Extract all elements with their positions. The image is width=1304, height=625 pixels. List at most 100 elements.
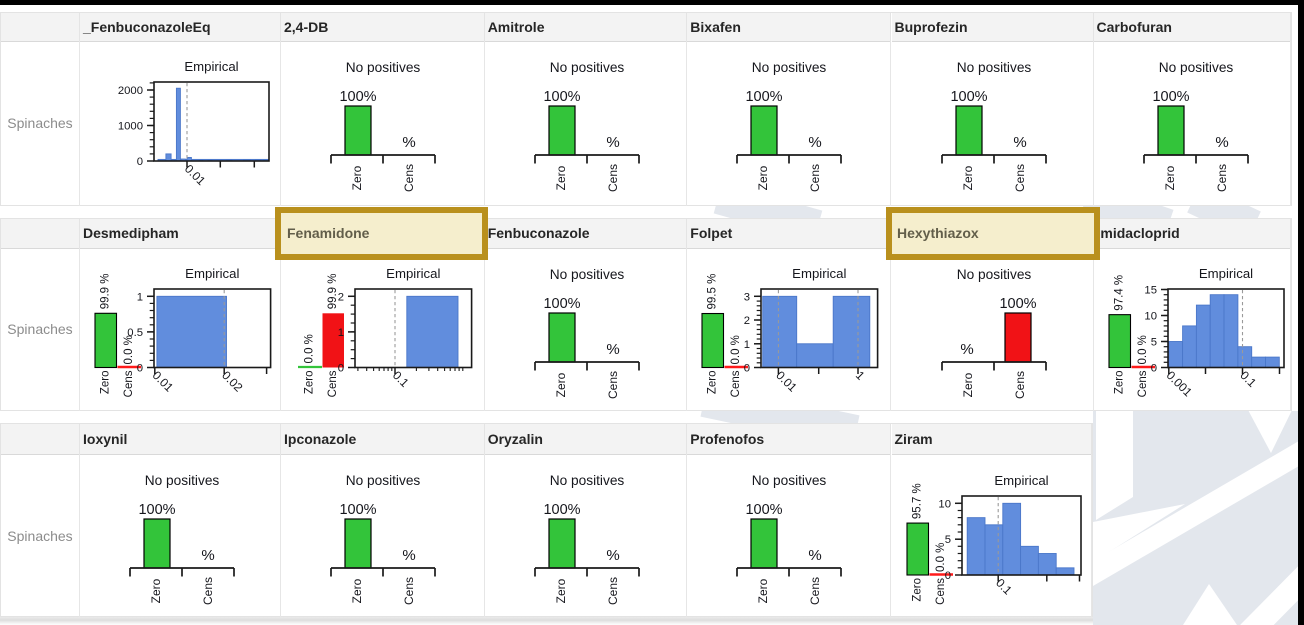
svg-text:0.0 %: 0.0 % (1137, 335, 1149, 364)
svg-text:100%: 100% (543, 89, 580, 105)
svg-text:Zero: Zero (304, 371, 316, 395)
svg-text:Cens: Cens (606, 577, 620, 605)
svg-text:%: % (201, 547, 214, 564)
svg-text:Zero: Zero (554, 165, 568, 190)
svg-text:100%: 100% (339, 89, 376, 105)
svg-text:5: 5 (944, 534, 950, 546)
svg-text:%: % (809, 134, 822, 151)
svg-text:Zero: Zero (1163, 165, 1177, 190)
svg-text:Zero: Zero (1113, 371, 1125, 395)
svg-text:Zero: Zero (350, 578, 364, 603)
svg-text:0: 0 (338, 363, 344, 375)
svg-text:99.9 %: 99.9 % (100, 273, 112, 309)
svg-text:99.9 %: 99.9 % (327, 273, 339, 309)
svg-text:No positives: No positives (549, 267, 624, 282)
svg-text:Zero: Zero (756, 165, 770, 190)
svg-text:No positives: No positives (752, 60, 827, 75)
svg-text:No positives: No positives (956, 267, 1031, 282)
svg-text:0.0 %: 0.0 % (123, 335, 135, 364)
svg-text:10: 10 (938, 498, 951, 510)
svg-text:0.01: 0.01 (182, 162, 209, 189)
svg-text:Zero: Zero (100, 371, 112, 395)
svg-text:No positives: No positives (956, 60, 1031, 75)
svg-text:2000: 2000 (118, 85, 143, 97)
svg-text:Zero: Zero (707, 371, 719, 395)
svg-text:100%: 100% (746, 502, 783, 518)
svg-text:Cens: Cens (935, 578, 947, 605)
svg-text:Cens: Cens (201, 577, 215, 605)
svg-text:%: % (606, 134, 619, 151)
svg-text:Cens: Cens (808, 577, 822, 605)
svg-text:Empirical: Empirical (1198, 266, 1252, 281)
svg-text:0: 0 (944, 570, 950, 582)
svg-text:100%: 100% (746, 89, 783, 105)
svg-text:%: % (606, 547, 619, 564)
svg-text:Zero: Zero (149, 578, 163, 603)
svg-text:Empirical: Empirical (185, 266, 239, 281)
svg-text:2: 2 (338, 291, 344, 303)
svg-text:1: 1 (853, 368, 868, 383)
svg-text:0.0 %: 0.0 % (935, 543, 947, 572)
svg-text:Empirical: Empirical (184, 59, 238, 74)
svg-text:97.4 %: 97.4 % (1113, 275, 1125, 311)
svg-text:No positives: No positives (346, 60, 421, 75)
svg-text:100%: 100% (999, 296, 1036, 312)
svg-text:Cens: Cens (730, 370, 742, 397)
svg-text:0.001: 0.001 (1163, 368, 1194, 399)
svg-text:%: % (1215, 134, 1228, 151)
svg-text:Cens: Cens (606, 371, 620, 399)
svg-text:10: 10 (1144, 311, 1157, 323)
svg-text:0: 0 (744, 363, 750, 375)
svg-text:Cens: Cens (808, 164, 822, 192)
svg-text:5: 5 (1150, 337, 1156, 349)
svg-text:No positives: No positives (346, 473, 421, 488)
svg-text:%: % (1013, 134, 1026, 151)
svg-text:3: 3 (744, 291, 750, 303)
svg-text:0.01: 0.01 (150, 368, 177, 395)
svg-text:0: 0 (137, 363, 143, 375)
svg-text:0.5: 0.5 (127, 327, 143, 339)
svg-text:Zero: Zero (961, 165, 975, 190)
svg-text:Cens: Cens (1215, 164, 1229, 192)
svg-text:Zero: Zero (756, 578, 770, 603)
svg-text:%: % (606, 341, 619, 358)
svg-text:Cens: Cens (606, 164, 620, 192)
svg-text:100%: 100% (950, 89, 987, 105)
svg-text:100%: 100% (138, 502, 175, 518)
svg-text:0: 0 (137, 156, 143, 168)
svg-text:0: 0 (1150, 363, 1156, 375)
svg-text:1000: 1000 (118, 121, 143, 133)
svg-text:Zero: Zero (911, 578, 923, 602)
svg-text:100%: 100% (543, 502, 580, 518)
svg-text:0.1: 0.1 (1237, 368, 1259, 390)
svg-text:1: 1 (338, 327, 344, 339)
svg-text:100%: 100% (543, 296, 580, 312)
svg-text:%: % (402, 547, 415, 564)
svg-text:0.1: 0.1 (993, 576, 1015, 598)
svg-text:0.02: 0.02 (219, 368, 246, 395)
svg-text:0.0 %: 0.0 % (304, 334, 316, 363)
svg-text:Empirical: Empirical (792, 266, 846, 281)
svg-text:Cens: Cens (1137, 370, 1149, 397)
svg-text:%: % (809, 547, 822, 564)
svg-text:Zero: Zero (554, 372, 568, 397)
svg-text:No positives: No positives (549, 473, 624, 488)
svg-text:Empirical: Empirical (994, 473, 1048, 488)
svg-text:Cens: Cens (402, 577, 416, 605)
svg-text:No positives: No positives (1158, 60, 1233, 75)
svg-text:0.0 %: 0.0 % (730, 335, 742, 364)
svg-text:No positives: No positives (145, 473, 220, 488)
svg-text:Cens: Cens (1013, 164, 1027, 192)
svg-text:0.1: 0.1 (390, 368, 412, 390)
svg-text:99.5 %: 99.5 % (707, 274, 719, 310)
svg-text:Cens: Cens (123, 370, 135, 397)
svg-text:%: % (960, 341, 973, 358)
svg-text:0.01: 0.01 (774, 368, 801, 395)
svg-text:15: 15 (1144, 285, 1157, 297)
svg-text:%: % (402, 134, 415, 151)
svg-text:Zero: Zero (554, 578, 568, 603)
svg-text:2: 2 (744, 315, 750, 327)
svg-text:100%: 100% (1152, 89, 1189, 105)
svg-text:Zero: Zero (350, 165, 364, 190)
svg-text:1: 1 (744, 339, 750, 351)
